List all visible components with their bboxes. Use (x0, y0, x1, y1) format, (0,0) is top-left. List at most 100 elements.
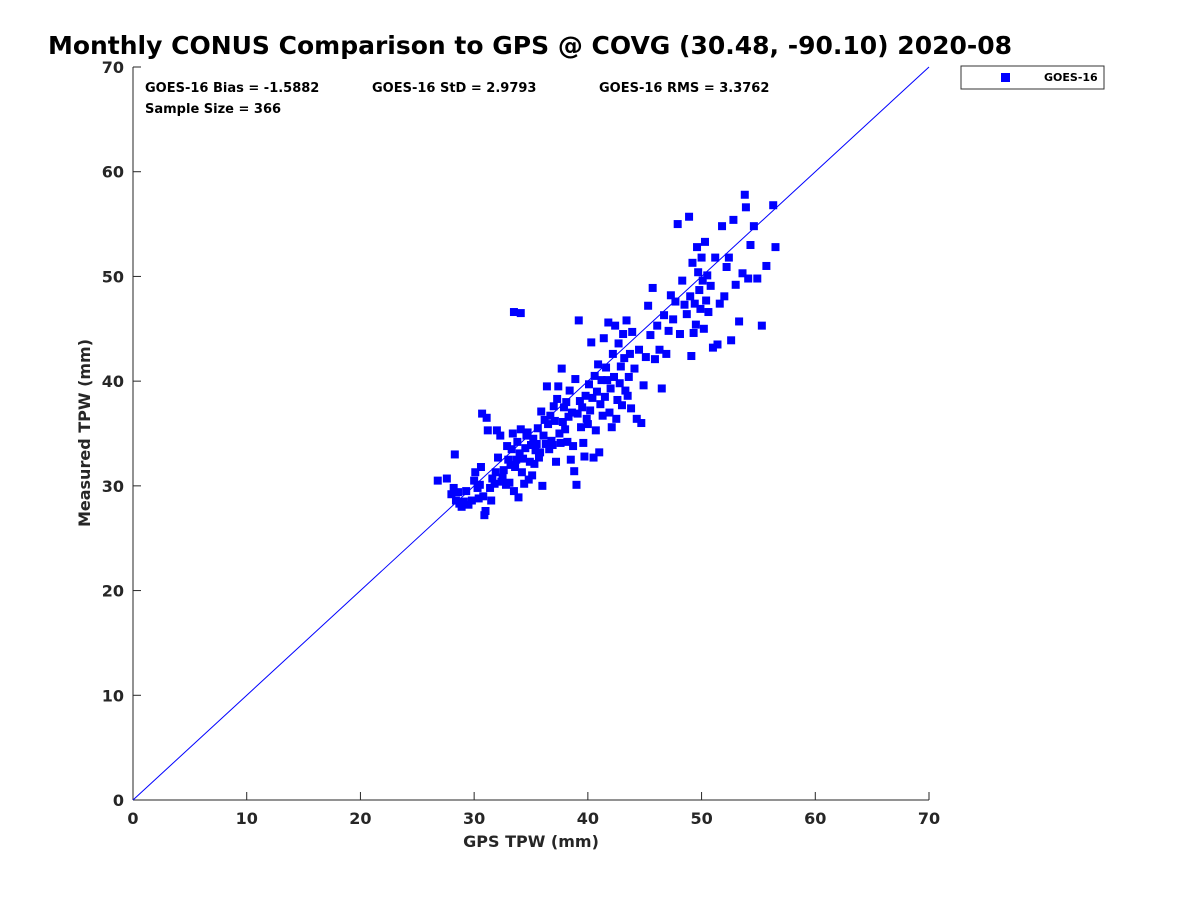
data-point (509, 487, 518, 496)
data-point (528, 471, 537, 480)
data-point (613, 395, 622, 404)
data-point (534, 453, 543, 462)
data-point (722, 263, 731, 272)
data-point (583, 420, 592, 429)
data-point (669, 315, 678, 324)
data-point (538, 481, 547, 490)
data-point (703, 271, 712, 280)
data-point (572, 480, 581, 489)
data-point (689, 328, 698, 337)
data-point (630, 364, 639, 373)
data-point (610, 372, 619, 381)
data-point (675, 330, 684, 339)
legend-label: GOES-16 (1044, 71, 1098, 84)
data-point (530, 459, 539, 468)
data-point (607, 423, 616, 432)
data-point (480, 511, 489, 520)
data-point (533, 424, 542, 433)
data-point (581, 391, 590, 400)
data-point (508, 429, 517, 438)
data-point (511, 463, 520, 472)
data-point (700, 237, 709, 246)
data-point (699, 324, 708, 333)
data-point (594, 360, 603, 369)
data-point (529, 434, 538, 443)
data-point (541, 439, 550, 448)
data-point (590, 371, 599, 380)
data-point (637, 419, 646, 428)
data-point (635, 345, 644, 354)
data-point (769, 201, 778, 210)
data-point (494, 453, 503, 462)
data-point (612, 414, 621, 423)
data-point (682, 310, 691, 319)
data-point (653, 321, 662, 330)
data-point (639, 381, 648, 390)
data-point (757, 321, 766, 330)
x-tick-label: 40 (577, 809, 599, 828)
data-point (519, 454, 528, 463)
y-tick-label: 10 (102, 686, 124, 705)
data-point (570, 467, 579, 476)
data-point (724, 253, 733, 262)
data-point (475, 480, 484, 489)
data-point (660, 311, 669, 320)
data-point (545, 445, 554, 454)
legend-marker (1001, 73, 1010, 82)
data-point (559, 403, 568, 412)
data-point (729, 215, 738, 224)
data-point (685, 212, 694, 221)
data-point (512, 455, 521, 464)
data-point (621, 386, 630, 395)
data-point (696, 304, 705, 313)
data-point (731, 280, 740, 289)
stat-std: GOES-16 StD = 2.9793 (372, 81, 536, 96)
data-point (735, 317, 744, 326)
data-point (708, 343, 717, 352)
data-point (478, 409, 487, 418)
data-point (531, 446, 540, 455)
data-point (507, 445, 516, 454)
y-tick-label: 30 (102, 477, 124, 496)
data-point (598, 411, 607, 420)
data-point (514, 493, 523, 502)
data-point (597, 376, 606, 385)
data-point (539, 431, 548, 440)
y-tick-label: 40 (102, 372, 124, 391)
data-point (499, 466, 508, 475)
data-point (589, 453, 598, 462)
data-point (569, 442, 578, 451)
data-point (579, 438, 588, 447)
data-point (490, 479, 499, 488)
data-point (457, 502, 466, 511)
data-point (695, 286, 704, 295)
data-point (666, 291, 675, 300)
data-point (491, 468, 500, 477)
data-point (517, 468, 526, 477)
data-point (449, 483, 458, 492)
data-point (563, 437, 572, 446)
data-point (619, 330, 628, 339)
data-point (711, 253, 720, 262)
data-point (537, 407, 546, 416)
data-point (687, 352, 696, 361)
data-point (525, 457, 534, 466)
data-point (688, 258, 697, 267)
stat-bias: GOES-16 Bias = -1.5882 (145, 81, 319, 96)
data-point (536, 448, 545, 457)
data-point (532, 439, 541, 448)
data-point (686, 292, 695, 301)
x-tick-label: 10 (236, 809, 258, 828)
data-point (506, 460, 515, 469)
data-point (540, 415, 549, 424)
data-point (513, 437, 522, 446)
data-point (648, 283, 657, 292)
data-point (462, 487, 471, 496)
data-point (762, 261, 771, 270)
data-point (616, 362, 625, 371)
y-tick-label: 70 (102, 58, 124, 77)
data-point (602, 363, 611, 372)
data-point (561, 425, 570, 434)
data-point (565, 386, 574, 395)
